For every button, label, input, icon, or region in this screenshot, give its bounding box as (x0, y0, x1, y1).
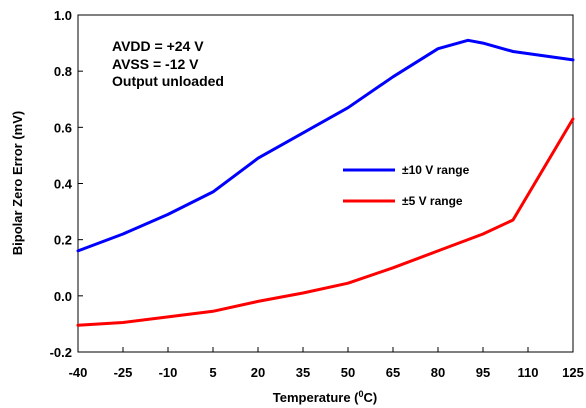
y-tick-label: -0.2 (50, 345, 72, 360)
x-tick-label: 5 (209, 365, 216, 380)
x-tick-label: 35 (296, 365, 310, 380)
legend: ±10 V range ±5 V range (343, 163, 470, 208)
x-tick-label: 110 (518, 365, 539, 380)
x-tick-label: 20 (251, 365, 265, 380)
series-line-1 (76, 117, 575, 327)
series-layer (76, 38, 575, 327)
legend-label-10v: ±10 V range (402, 163, 470, 177)
x-axis-title-sup: 0 (359, 389, 364, 399)
x-axis-title-end: C) (364, 390, 378, 405)
y-tick-label: 1.0 (54, 8, 72, 23)
y-tick-label: 0.6 (54, 120, 72, 135)
y-tick-label: 0.4 (54, 177, 73, 192)
y-tick-label: 0.8 (54, 64, 72, 79)
annotation-output: Output unloaded (112, 73, 224, 89)
x-tick-label: -25 (114, 365, 133, 380)
y-axis-ticks: -0.2 0.0 0.2 0.4 0.6 0.8 1.0 (50, 8, 83, 360)
x-axis-ticks: -40 -25 -10 5 20 35 50 65 80 95 110 125 (69, 347, 584, 380)
conditions-annotation: AVDD = +24 V AVSS = -12 V Output unloade… (112, 38, 224, 89)
y-tick-label: 0.2 (54, 233, 72, 248)
y-tick-label: 0.0 (54, 289, 72, 304)
series-line-0 (76, 38, 575, 253)
x-tick-label: 125 (562, 365, 584, 380)
x-tick-label: 65 (386, 365, 400, 380)
x-tick-label: 50 (341, 365, 355, 380)
annotation-avdd: AVDD = +24 V (112, 38, 204, 54)
legend-label-5v: ±5 V range (402, 194, 463, 208)
x-tick-label: 95 (476, 365, 490, 380)
x-tick-label: 80 (431, 365, 445, 380)
x-tick-label: -10 (159, 365, 178, 380)
x-tick-label: -40 (69, 365, 88, 380)
x-axis-title: Temperature (0C) (273, 389, 377, 405)
y-axis-title: Bipolar Zero Error (mV) (10, 111, 25, 255)
x-axis-title-main: Temperature ( (273, 390, 359, 405)
annotation-avss: AVSS = -12 V (112, 56, 199, 72)
